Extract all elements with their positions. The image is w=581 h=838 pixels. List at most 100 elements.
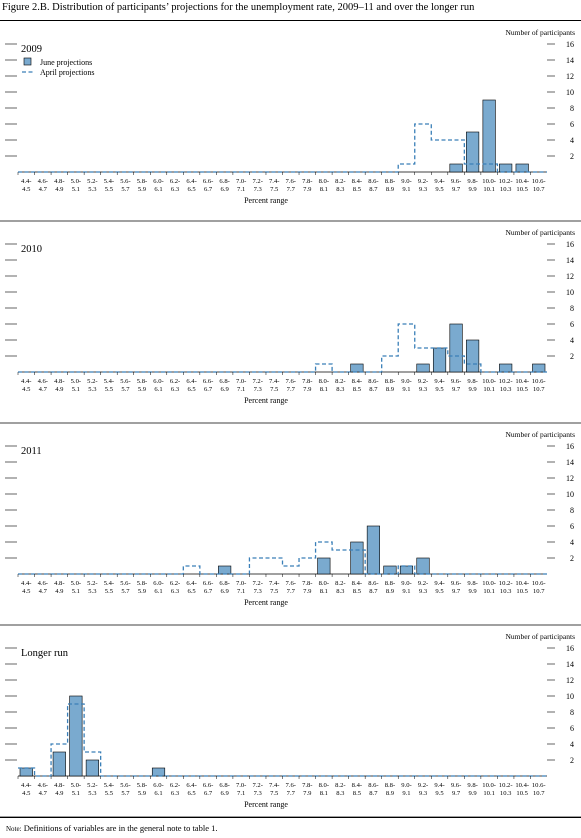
x-tick-label: 6.7 <box>204 790 213 797</box>
x-tick-label: 5.6- <box>120 580 130 587</box>
x-tick-label: 8.1 <box>320 186 328 193</box>
x-tick-label: 7.9 <box>303 186 312 193</box>
y-axis-label: Number of participants <box>505 28 575 37</box>
x-tick-label: 4.6- <box>38 178 48 185</box>
x-axis-label: Percent range <box>244 598 288 607</box>
x-tick-label: 8.6- <box>368 782 378 789</box>
x-tick-label: 4.5 <box>22 186 31 193</box>
x-tick-label: 6.0- <box>153 378 163 385</box>
x-tick-label: 7.7 <box>287 790 296 797</box>
x-tick-label: 5.0- <box>71 378 81 385</box>
x-tick-label: 6.1 <box>154 790 162 797</box>
x-tick-label: 8.8- <box>385 378 395 385</box>
x-tick-label: 6.1 <box>154 186 162 193</box>
x-tick-label: 10.1 <box>483 588 495 595</box>
y-tick-label: 6 <box>570 522 574 531</box>
series-line-april <box>18 123 547 173</box>
x-tick-label: 6.0- <box>153 580 163 587</box>
bar-june <box>85 759 99 777</box>
x-tick-label: 9.3 <box>419 588 428 595</box>
bar-june <box>532 363 546 373</box>
legend-label-june: June projections <box>40 58 92 67</box>
x-tick-label: 7.0- <box>236 378 246 385</box>
x-tick-label: 8.3 <box>336 588 345 595</box>
y-tick-label: 14 <box>566 458 574 467</box>
x-tick-label: 9.6- <box>451 378 461 385</box>
panel-title: Longer run <box>21 648 69 659</box>
y-tick-label: 14 <box>566 660 574 669</box>
x-tick-label: 5.5 <box>105 790 114 797</box>
x-tick-label: 5.3 <box>88 588 97 595</box>
x-tick-label: 4.7 <box>39 588 48 595</box>
x-tick-label: 6.3 <box>171 588 180 595</box>
x-tick-label: 6.5 <box>187 386 196 393</box>
x-tick-label: 8.4- <box>352 580 362 587</box>
x-tick-label: 7.4- <box>269 178 279 185</box>
x-tick-label: 9.8- <box>467 378 477 385</box>
y-tick-label: 16 <box>566 240 574 249</box>
x-tick-label: 6.6- <box>203 580 213 587</box>
x-tick-label: 10.7 <box>533 790 545 797</box>
x-tick-label: 8.1 <box>320 386 328 393</box>
y-tick-label: 8 <box>570 304 574 313</box>
x-tick-label: 10.6- <box>532 178 546 185</box>
x-tick-label: 8.6- <box>368 378 378 385</box>
x-tick-label: 7.0- <box>236 178 246 185</box>
chart-svg: Number of participants 2011 2 4 6 8 10 12 14 16 4.… <box>0 430 581 626</box>
x-tick-label: 8.2- <box>335 178 345 185</box>
x-tick-label: 5.6- <box>120 378 130 385</box>
x-tick-label: 4.5 <box>22 386 31 393</box>
x-tick-label: 7.8- <box>302 378 312 385</box>
x-tick-label: 9.5 <box>435 790 444 797</box>
series-line-april <box>18 323 547 373</box>
bar-june <box>350 363 364 373</box>
x-tick-label: 6.8- <box>219 378 229 385</box>
x-tick-label: 7.1 <box>237 790 245 797</box>
x-tick-label: 10.3 <box>500 186 512 193</box>
x-tick-label: 10.7 <box>533 386 545 393</box>
y-tick-label: 2 <box>570 352 574 361</box>
x-tick-label: 8.7 <box>369 386 378 393</box>
x-tick-label: 6.2- <box>170 580 180 587</box>
x-tick-label: 6.4- <box>186 178 196 185</box>
x-tick-label: 6.8- <box>219 782 229 789</box>
bar-june <box>449 323 463 373</box>
x-tick-label: 10.1 <box>483 790 495 797</box>
x-tick-label: 4.9 <box>55 386 64 393</box>
x-tick-label: 5.8- <box>137 580 147 587</box>
x-tick-label: 10.4- <box>515 178 529 185</box>
x-tick-label: 9.6- <box>451 782 461 789</box>
y-axis-label: Number of participants <box>505 430 575 439</box>
x-tick-label: 4.5 <box>22 790 31 797</box>
x-tick-label: 4.4- <box>21 378 31 385</box>
x-tick-label: 5.0- <box>71 580 81 587</box>
x-tick-label: 9.1 <box>402 186 410 193</box>
y-tick-label: 6 <box>570 724 574 733</box>
x-tick-label: 7.5 <box>270 588 279 595</box>
y-tick-label: 10 <box>566 490 574 499</box>
x-tick-label: 4.9 <box>55 588 64 595</box>
x-tick-label: 5.5 <box>105 186 114 193</box>
x-tick-label: 9.9 <box>468 790 477 797</box>
x-tick-label: 8.3 <box>336 386 345 393</box>
x-tick-label: 6.9 <box>221 186 230 193</box>
x-tick-label: 8.1 <box>320 790 328 797</box>
bar-june <box>466 339 480 373</box>
y-tick-label: 2 <box>570 554 574 563</box>
y-tick-label: 14 <box>566 56 574 65</box>
x-tick-label: 10.7 <box>533 588 545 595</box>
chart-svg: Number of participants Longer run 2 4 6 8 10 12… <box>0 632 581 818</box>
x-tick-label: 9.0- <box>401 378 411 385</box>
y-tick-label: 16 <box>566 644 574 653</box>
x-tick-label: 10.2- <box>499 178 513 185</box>
x-tick-label: 8.5 <box>353 790 362 797</box>
chart-panel-2011: Number of participants 2011 2 4 6 8 10 12 14 16 4.… <box>0 424 581 626</box>
x-tick-label: 9.5 <box>435 186 444 193</box>
x-tick-label: 8.3 <box>336 186 345 193</box>
x-tick-label: 9.4- <box>434 782 444 789</box>
y-axis-label: Number of participants <box>505 228 575 237</box>
x-tick-label: 10.2- <box>499 378 513 385</box>
x-tick-label: 9.3 <box>419 790 428 797</box>
x-tick-label: 9.7 <box>452 186 461 193</box>
x-tick-label: 7.7 <box>287 386 296 393</box>
